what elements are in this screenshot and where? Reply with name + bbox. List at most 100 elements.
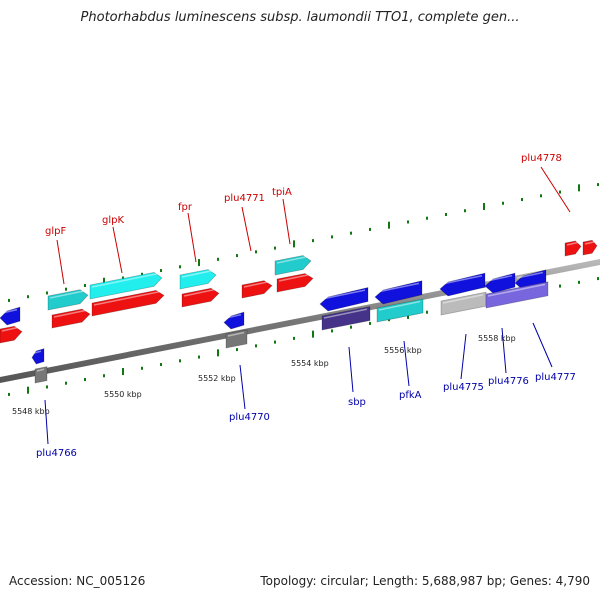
- gene-highlight: [183, 288, 217, 297]
- tick-mark: [293, 240, 295, 248]
- leader-fpr: [187, 212, 197, 263]
- gene-label-glpK[interactable]: glpK: [102, 215, 124, 226]
- gene-label-plu4777[interactable]: plu4777: [535, 372, 576, 383]
- tick-mark: [160, 363, 162, 367]
- cds-pfkA[interactable]: [376, 298, 424, 323]
- gene-plu4775[interactable]: [439, 272, 486, 297]
- gene-highlight: [53, 309, 88, 318]
- topology-text: Topology: circular; Length: 5,688,987 bp…: [260, 574, 590, 588]
- gene-sbp[interactable]: [319, 287, 369, 312]
- gene-highlight: [516, 271, 544, 279]
- cds-sbp[interactable]: [321, 306, 371, 331]
- tick-mark: [103, 277, 105, 285]
- leader-plu4776: [501, 327, 507, 374]
- gene-highlight: [1, 326, 20, 332]
- tick-mark: [122, 368, 124, 376]
- leader-plu4770: [239, 364, 246, 410]
- kbp-label: 5558 kbp: [478, 334, 516, 343]
- gene-glpK[interactable]: [91, 289, 165, 317]
- gene-plu4778-b[interactable]: [582, 239, 598, 256]
- gene-label-tpiA[interactable]: tpiA: [272, 187, 292, 198]
- gene-plu4776[interactable]: [484, 272, 516, 294]
- tick-mark: [141, 272, 143, 276]
- gene-left-edge-blue[interactable]: [0, 306, 21, 326]
- leader-tpiA: [282, 198, 291, 245]
- gene-label-plu4778[interactable]: plu4778: [521, 153, 562, 164]
- leader-plu4771: [241, 206, 252, 252]
- tick-mark: [255, 250, 257, 254]
- gene-label-plu4766[interactable]: plu4766: [36, 448, 77, 459]
- kbp-label: 5556 kbp: [384, 346, 422, 355]
- gene-fpr[interactable]: [181, 287, 220, 308]
- gene-plu4771[interactable]: [241, 280, 273, 299]
- gene-highlight: [93, 290, 162, 306]
- tick-mark: [331, 329, 333, 333]
- gene-highlight: [227, 331, 245, 337]
- tick-mark: [426, 310, 428, 314]
- gene-highlight: [1, 308, 18, 314]
- reverse-gene-labels: plu4766 plu4770 sbp pfkA plu4775 plu4776…: [36, 372, 576, 459]
- gene-highlight: [442, 294, 484, 304]
- tick-mark: [559, 190, 561, 194]
- tick-mark: [407, 220, 409, 224]
- leader-plu4778: [540, 166, 571, 213]
- cds-plu4776-4777[interactable]: [485, 281, 549, 309]
- tick-mark: [255, 344, 257, 348]
- tick-mark: [84, 283, 86, 287]
- cds-glpF[interactable]: [47, 289, 89, 311]
- gene-pfkA[interactable]: [374, 280, 423, 305]
- tick-mark: [27, 295, 29, 299]
- gene-plu4766[interactable]: [31, 348, 45, 365]
- tick-mark: [445, 212, 447, 216]
- gene-tpiA[interactable]: [276, 273, 314, 293]
- gene-highlight: [486, 274, 513, 282]
- tick-mark: [8, 298, 10, 302]
- tick-mark: [179, 359, 181, 363]
- tick-mark: [521, 198, 523, 202]
- gene-label-plu4776[interactable]: plu4776: [488, 376, 529, 387]
- tick-mark: [198, 259, 200, 267]
- gene-label-pfkA[interactable]: pfkA: [399, 390, 422, 401]
- gene-label-plu4775[interactable]: plu4775: [443, 382, 484, 393]
- cds-fpr[interactable]: [179, 269, 217, 290]
- forward-tick-track: [8, 183, 599, 302]
- tick-mark: [388, 221, 390, 229]
- cds-glpK[interactable]: [89, 271, 163, 300]
- tick-mark: [426, 216, 428, 220]
- cds-plu4770[interactable]: [225, 329, 248, 349]
- gene-glpF[interactable]: [51, 308, 91, 329]
- gene-highlight: [584, 241, 595, 245]
- gene-highlight: [181, 269, 214, 278]
- leader-pfkA: [403, 340, 410, 387]
- leader-glpK: [112, 226, 123, 274]
- gene-label-sbp[interactable]: sbp: [348, 397, 366, 408]
- gene-label-glpF[interactable]: glpF: [45, 226, 66, 237]
- cds-plu4766[interactable]: [34, 366, 48, 384]
- gene-label-fpr[interactable]: fpr: [178, 202, 193, 213]
- tick-mark: [160, 269, 162, 273]
- tick-mark: [179, 265, 181, 269]
- gene-left-edge-red[interactable]: [0, 325, 23, 344]
- gene-features: [0, 239, 598, 384]
- gene-highlight: [378, 300, 421, 311]
- kbp-label: 5552 kbp: [198, 374, 236, 383]
- gene-label-plu4771[interactable]: plu4771: [224, 193, 265, 204]
- gene-plu4778-a[interactable]: [564, 240, 582, 257]
- gene-highlight: [278, 273, 311, 282]
- tick-mark: [540, 194, 542, 198]
- tick-mark: [46, 291, 48, 295]
- gene-label-plu4770[interactable]: plu4770: [229, 412, 270, 423]
- tick-mark: [27, 386, 29, 394]
- tick-mark: [103, 374, 105, 378]
- tick-mark: [388, 318, 390, 322]
- map-title: Photorhabdus luminescens subsp. laumondi…: [80, 10, 520, 25]
- tick-mark: [350, 231, 352, 235]
- cds-tpiA[interactable]: [274, 255, 312, 276]
- gene-highlight: [33, 350, 42, 354]
- gene-plu4770[interactable]: [223, 311, 245, 330]
- tick-mark: [369, 321, 371, 325]
- gene-highlight: [276, 255, 309, 264]
- tick-mark: [597, 183, 599, 187]
